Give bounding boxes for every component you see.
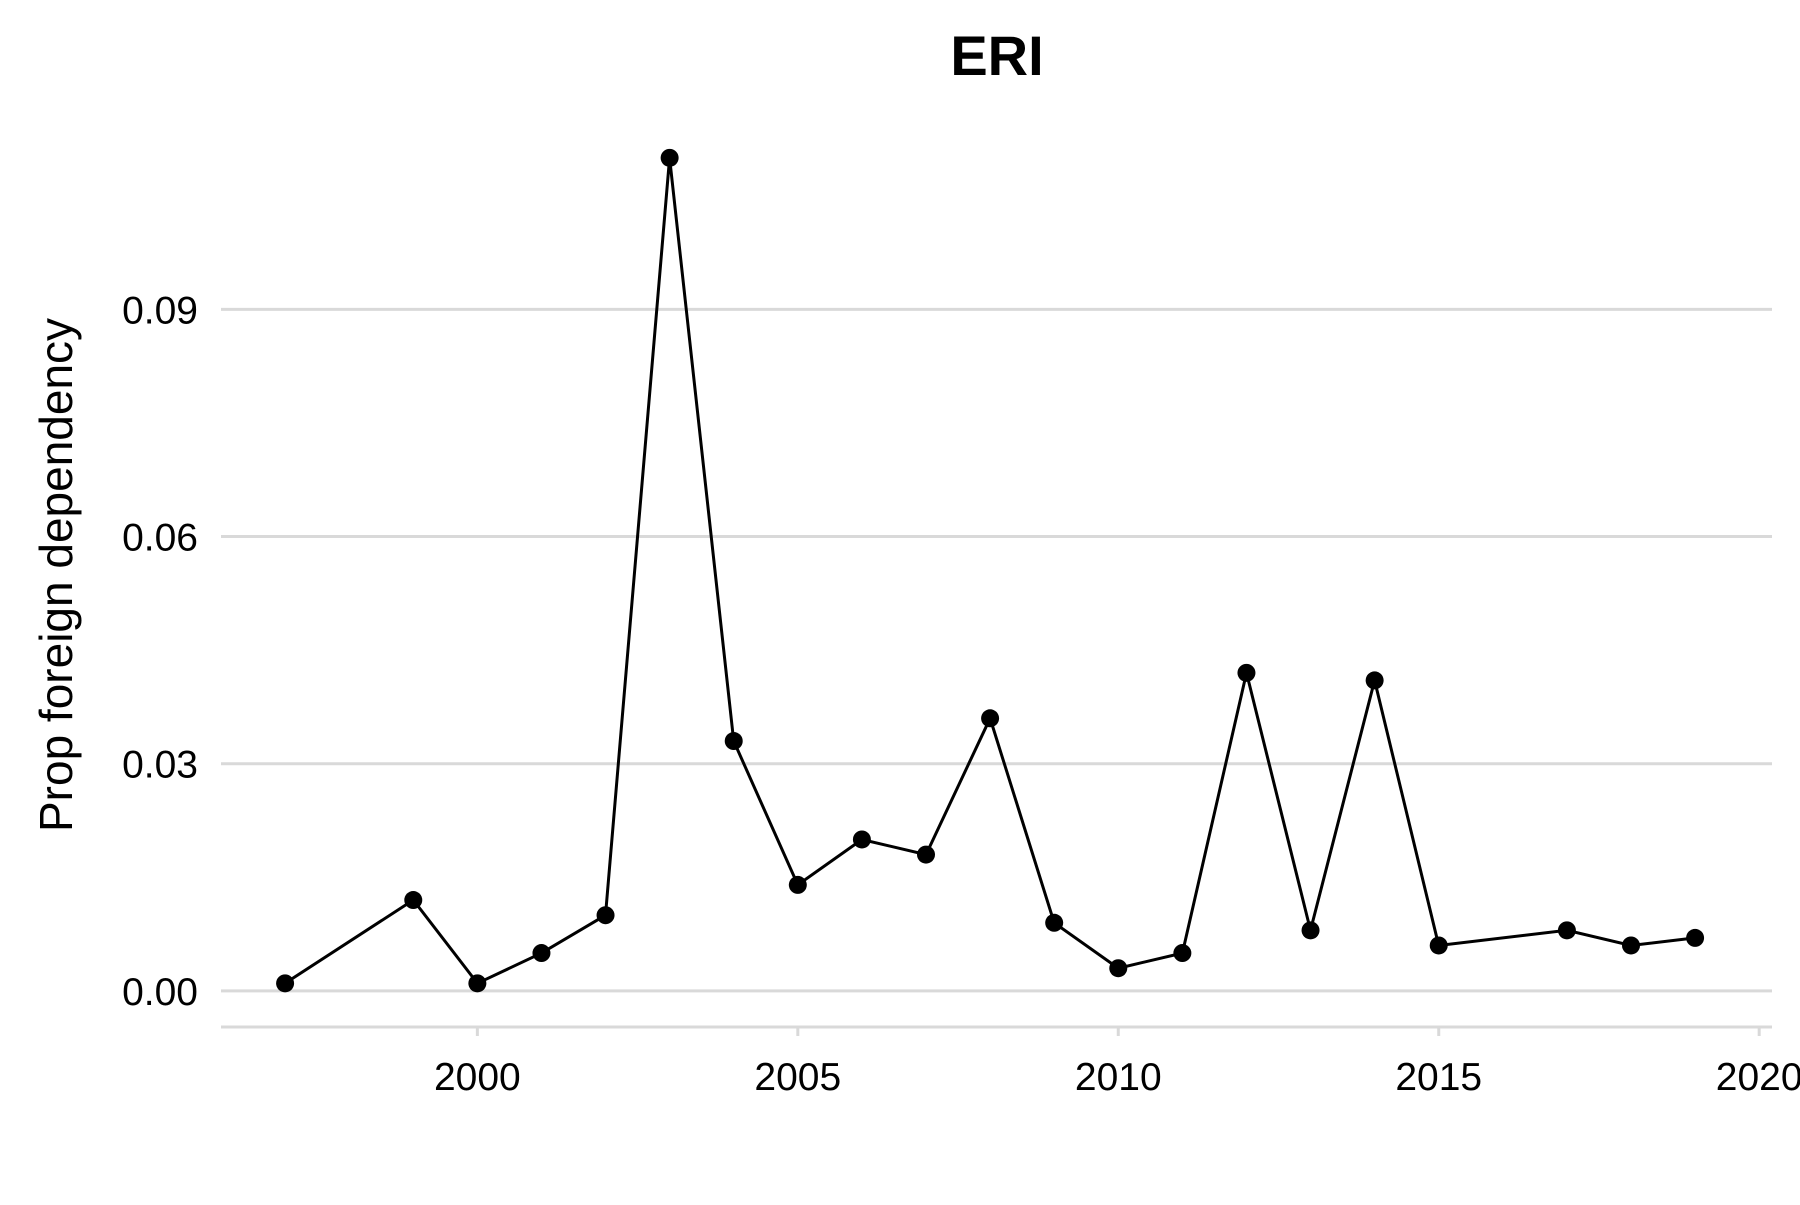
data-point <box>276 974 295 993</box>
x-axis-ticks: 2000 2005 2010 2015 2020 <box>434 1027 1800 1099</box>
x-tick-label: 2020 <box>1716 1056 1800 1099</box>
data-point <box>1365 671 1384 690</box>
data-point <box>1173 944 1192 963</box>
data-point <box>981 709 1000 728</box>
data-point <box>532 944 551 963</box>
data-point <box>1109 959 1128 978</box>
y-tick-label: 0.03 <box>122 744 198 787</box>
data-series <box>276 148 1705 993</box>
data-point <box>1301 921 1320 940</box>
x-tick-label: 2000 <box>434 1056 521 1099</box>
data-point <box>724 732 743 751</box>
data-point <box>1429 936 1448 955</box>
data-point <box>596 906 615 925</box>
data-point <box>468 974 487 993</box>
data-point <box>917 845 935 864</box>
x-tick-label: 2005 <box>754 1056 841 1099</box>
chart-title: ERI <box>950 24 1043 87</box>
data-point <box>1045 913 1064 932</box>
data-point <box>660 148 679 167</box>
data-point <box>1622 936 1640 955</box>
x-tick-label: 2015 <box>1395 1056 1482 1099</box>
x-tick-label: 2010 <box>1075 1056 1162 1099</box>
gridlines <box>221 307 1772 993</box>
data-point <box>1237 663 1256 682</box>
data-point <box>1557 921 1576 940</box>
data-point <box>404 891 423 910</box>
data-point <box>788 875 807 894</box>
y-tick-label: 0.00 <box>122 971 198 1014</box>
y-axis-label: Prop foreign dependency <box>30 318 82 832</box>
data-point <box>852 830 871 849</box>
data-point <box>1686 928 1705 947</box>
y-tick-label: 0.06 <box>122 517 198 560</box>
series-line <box>284 157 1696 986</box>
y-tick-label: 0.09 <box>122 289 198 332</box>
y-axis-ticks: 0.00 0.03 0.06 0.09 <box>122 289 198 1014</box>
